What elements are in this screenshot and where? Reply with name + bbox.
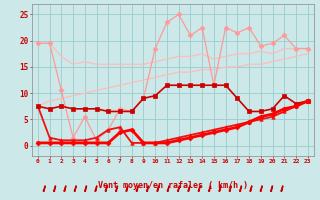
X-axis label: Vent moyen/en rafales ( km/h ): Vent moyen/en rafales ( km/h )	[98, 181, 248, 190]
